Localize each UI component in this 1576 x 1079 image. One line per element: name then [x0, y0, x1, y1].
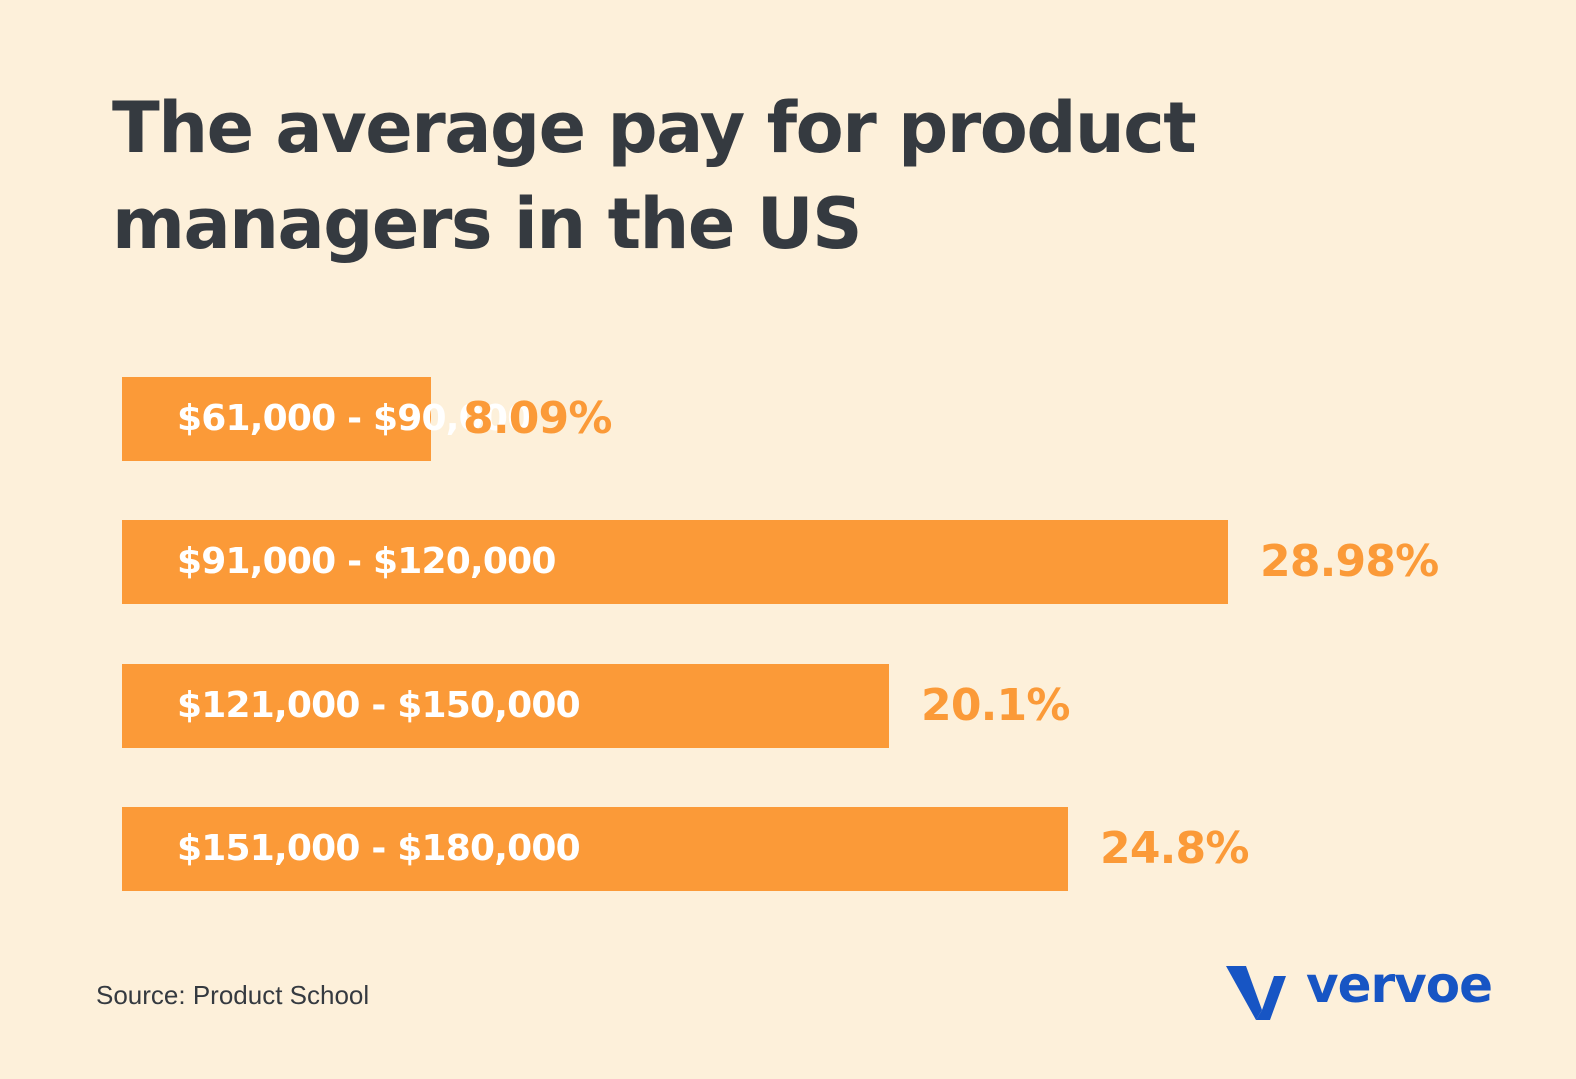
vervoe-logo: vervoe: [1226, 956, 1526, 1024]
logo-text: vervoe: [1306, 956, 1493, 1014]
chart-title: The average pay for product managers in …: [112, 87, 1197, 265]
bar: $121,000 - $150,000: [122, 664, 889, 748]
bar-category-label: $61,000 - $90,000: [177, 398, 532, 439]
bar-value-label: 8.09%: [463, 393, 612, 444]
bar-value-label: 24.8%: [1100, 823, 1249, 874]
bar-category-label: $121,000 - $150,000: [177, 685, 581, 726]
source-note: Source: Product School: [96, 980, 370, 1010]
bar: $151,000 - $180,000: [122, 807, 1068, 891]
bar: $61,000 - $90,000: [122, 377, 532, 461]
bar: $91,000 - $120,000: [122, 520, 1228, 604]
bar-value-label: 20.1%: [921, 680, 1070, 731]
bar-category-label: $91,000 - $120,000: [177, 541, 556, 582]
bar-category-label: $151,000 - $180,000: [177, 828, 581, 869]
bar-value-label: 28.98%: [1260, 536, 1439, 587]
vervoe-v-mark-icon: [1226, 966, 1286, 1020]
